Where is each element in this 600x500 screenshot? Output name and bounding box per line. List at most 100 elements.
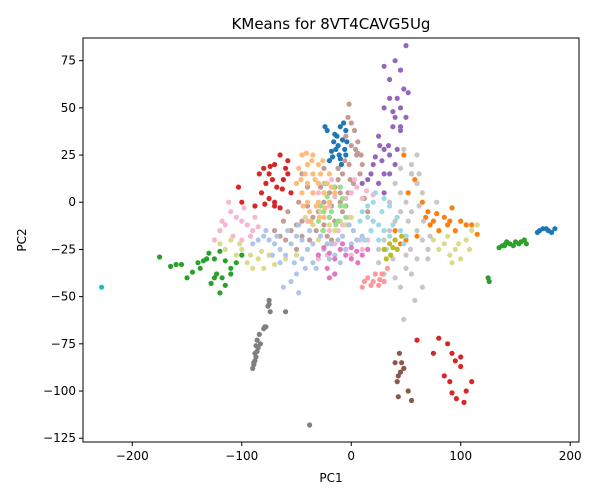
data-point — [399, 360, 405, 366]
data-point — [348, 252, 354, 258]
data-point — [217, 241, 223, 247]
data-point — [503, 241, 509, 247]
data-point — [394, 214, 400, 220]
data-point — [298, 177, 304, 183]
data-point — [348, 256, 354, 262]
data-point — [419, 284, 425, 290]
data-point — [342, 146, 348, 152]
data-point — [310, 152, 316, 158]
data-point — [392, 114, 398, 120]
data-point — [261, 165, 267, 171]
data-point — [222, 282, 228, 288]
data-point — [425, 246, 431, 252]
y-tick-label: 50 — [61, 101, 76, 115]
data-point — [359, 195, 365, 202]
data-point — [357, 218, 363, 224]
data-point — [452, 228, 458, 234]
data-point — [397, 67, 404, 73]
data-point — [449, 205, 455, 211]
data-point — [285, 209, 291, 215]
data-point — [304, 161, 311, 168]
data-point — [328, 184, 335, 190]
data-point — [208, 280, 214, 286]
data-point — [346, 101, 352, 107]
data-point — [318, 171, 324, 177]
data-point — [233, 260, 239, 266]
data-point — [419, 190, 425, 196]
data-point — [394, 246, 400, 252]
data-point — [331, 139, 337, 145]
data-point — [195, 260, 201, 266]
data-point — [377, 277, 383, 283]
y-tick-label: −125 — [43, 431, 76, 445]
data-point — [359, 209, 365, 215]
data-point — [346, 161, 352, 168]
data-point — [425, 209, 431, 215]
data-point — [343, 127, 349, 134]
data-point — [302, 171, 308, 177]
data-point — [328, 148, 335, 154]
data-point — [253, 354, 259, 360]
data-point — [474, 222, 480, 228]
data-point — [251, 362, 257, 368]
data-point — [214, 271, 220, 277]
data-point — [351, 127, 358, 134]
data-point — [461, 399, 467, 405]
data-point — [326, 190, 332, 196]
data-point — [549, 229, 555, 235]
data-point — [307, 237, 313, 243]
data-point — [436, 335, 442, 341]
data-point — [222, 246, 228, 252]
data-point — [379, 158, 385, 164]
data-point — [312, 177, 318, 183]
data-point — [339, 209, 346, 215]
data-point — [337, 260, 343, 266]
data-point — [355, 139, 361, 145]
y-axis: −125 −100 −75 −50 −25 0 25 50 75 — [43, 54, 83, 445]
data-point — [285, 228, 291, 234]
data-point — [381, 195, 387, 202]
data-point — [414, 228, 420, 234]
data-point — [339, 241, 346, 247]
data-point — [324, 265, 330, 271]
y-tick-label: −25 — [51, 242, 76, 256]
y-axis-label: PC2 — [15, 228, 29, 251]
data-point — [219, 275, 225, 281]
data-point — [328, 237, 335, 243]
data-point — [397, 209, 404, 215]
data-point — [423, 214, 429, 220]
data-point — [390, 124, 396, 130]
data-point — [381, 63, 387, 69]
data-point — [258, 190, 265, 196]
data-point — [322, 205, 328, 211]
data-point — [326, 158, 332, 164]
data-point — [403, 114, 409, 120]
data-point — [261, 233, 267, 239]
data-point — [283, 165, 289, 171]
data-point — [449, 260, 455, 266]
data-point — [452, 358, 458, 364]
data-point — [463, 237, 469, 243]
data-point — [258, 248, 265, 254]
data-point — [469, 379, 475, 385]
data-point — [456, 241, 462, 247]
data-point — [283, 309, 289, 315]
data-point — [293, 252, 300, 258]
data-point — [364, 188, 370, 194]
data-point — [348, 120, 354, 126]
data-point — [412, 177, 418, 183]
data-point — [449, 350, 455, 356]
data-point — [293, 233, 300, 239]
data-point — [403, 252, 409, 258]
data-point — [397, 369, 404, 375]
data-point — [365, 177, 371, 183]
data-point — [293, 271, 300, 277]
data-point — [173, 261, 179, 268]
data-point — [326, 214, 332, 220]
data-point — [283, 252, 289, 258]
data-point — [381, 171, 387, 177]
data-point — [321, 165, 327, 171]
data-point — [333, 222, 339, 228]
data-point — [252, 214, 258, 220]
data-point — [324, 194, 330, 200]
